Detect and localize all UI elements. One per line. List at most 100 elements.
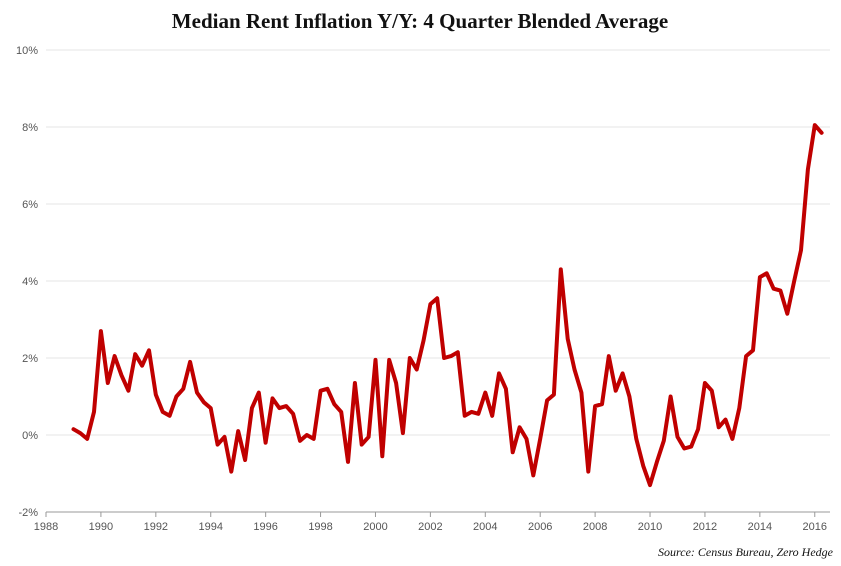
data-point [545,398,549,402]
data-point [511,450,515,454]
x-tick-label: 1992 [144,521,168,533]
data-point [586,470,590,474]
data-point [566,337,570,341]
data-point [778,289,783,293]
data-point [312,437,316,441]
data-point [723,418,728,422]
data-point [236,429,240,433]
data-point [264,441,268,445]
data-point [428,302,432,306]
data-point [634,437,638,441]
data-point [449,354,453,358]
x-tick-label: 2016 [803,521,827,533]
data-point [806,167,810,171]
data-point [456,350,460,354]
data-point [483,391,487,395]
data-point [394,381,398,385]
data-point [614,389,618,393]
data-point [346,460,350,464]
data-point [792,279,796,283]
x-axis-tick-labels: 1988 1990 1992 1994 1996 1998 2000 2002 2004 2006… [34,521,827,533]
data-point [154,393,158,397]
data-point [621,371,625,375]
x-tick-label: 2004 [473,521,497,533]
data-point [531,473,535,477]
data-point [277,406,281,410]
data-point [106,381,110,385]
data-point [524,437,529,441]
data-point [85,437,89,441]
data-point [538,437,542,441]
data-point [147,348,151,352]
data-point [435,296,439,300]
data-point [765,271,769,275]
data-point [243,458,247,462]
data-point [751,348,755,352]
data-point [710,389,714,393]
gridlines [46,49,830,436]
data-point [319,389,323,393]
data-point [717,425,721,429]
y-tick-label: 10% [16,45,38,57]
x-tick-label: 2014 [748,521,772,533]
data-point [353,381,357,385]
data-point [140,364,144,368]
data-point [222,435,227,439]
data-point [174,394,178,399]
data-point [572,367,577,372]
x-tick-label: 2008 [583,521,607,533]
source-note: Source: Census Bureau, Zero Hedge [658,545,834,559]
x-tick-label: 1996 [253,521,277,533]
data-point [415,367,419,372]
data-point [360,443,364,447]
data-point [408,356,412,360]
data-point [703,381,707,385]
data-point [168,414,172,418]
data-point [730,437,735,441]
data-point [113,354,117,358]
data-point [627,394,632,399]
data-point [421,339,426,343]
data-point [229,470,233,474]
data-point [284,404,288,408]
data-point [772,287,776,291]
data-point [291,412,295,416]
data-point [387,358,391,362]
x-tick-label: 2006 [528,521,552,533]
data-point [298,439,302,443]
data-point [71,427,76,431]
x-tick-label: 1988 [34,521,58,533]
data-point [799,248,803,252]
data-point [257,391,261,395]
data-point [99,329,103,333]
data-point [497,371,501,375]
data-point [559,267,563,271]
data-point [504,387,508,391]
data-point [209,406,213,410]
data-point [305,433,309,437]
data-point [195,391,199,395]
data-point [92,410,96,414]
data-point [552,393,556,397]
data-point [579,391,584,395]
data-point [133,352,137,356]
data-point [820,131,824,135]
data-point [641,464,645,468]
data-point [758,275,762,279]
series-line [71,123,824,488]
data-point [188,360,192,364]
data-point [607,354,611,358]
x-tick-label: 2012 [693,521,717,533]
data-point [442,356,446,360]
data-point [662,439,666,443]
data-point [126,389,130,393]
data-point [216,443,220,447]
data-point [250,406,254,410]
series-layer [71,123,824,488]
data-point [367,435,371,439]
data-point [655,460,659,464]
data-point [785,312,789,316]
x-axis-tick-marks [45,512,816,517]
y-tick-label: 6% [22,199,38,211]
